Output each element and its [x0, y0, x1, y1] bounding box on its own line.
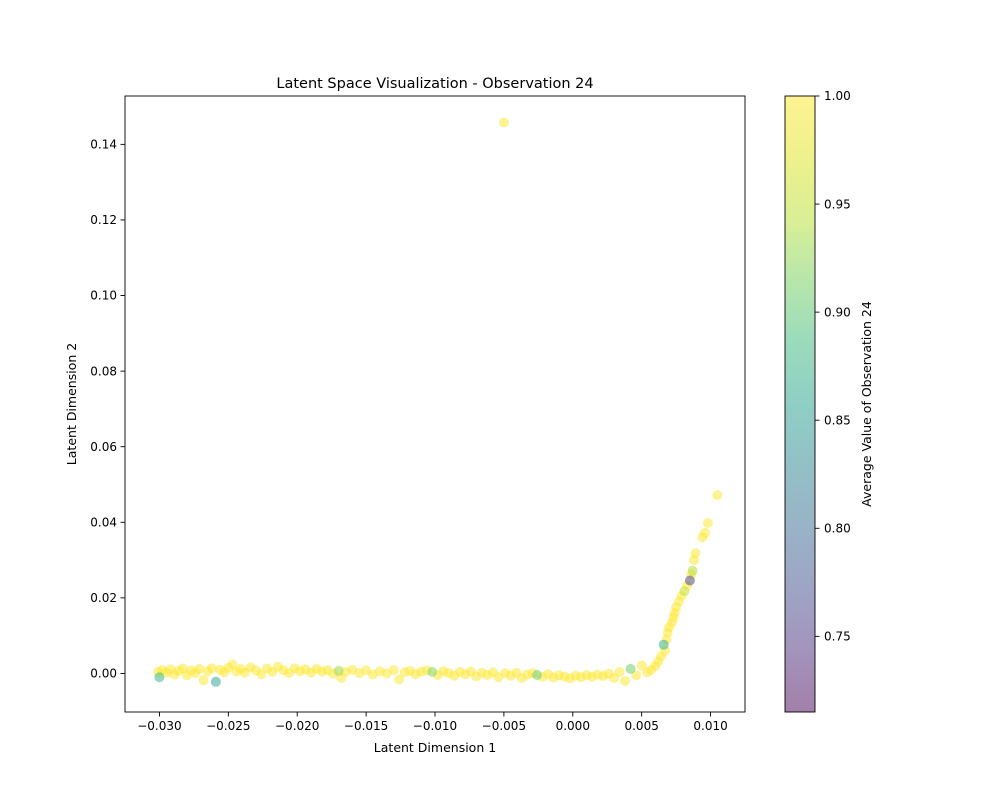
plot-frame	[124, 95, 746, 713]
y-tick-label: 0.02	[90, 591, 117, 605]
data-point	[687, 565, 698, 576]
data-point	[625, 663, 636, 674]
y-tick-label: 0.10	[90, 289, 117, 303]
data-point	[700, 527, 710, 538]
data-point	[684, 575, 695, 586]
data-point	[427, 666, 438, 677]
data-point	[498, 117, 509, 128]
x-tick-label: 0.010	[693, 719, 727, 733]
x-tick-label: −0.025	[206, 719, 250, 733]
colorbar-ticks: 0.75 0.80 0.85 0.90 0.95 1.00	[815, 89, 851, 644]
data-point	[194, 663, 205, 674]
data-point	[532, 670, 542, 680]
data-point	[702, 518, 713, 528]
data-point	[712, 490, 723, 501]
x-axis-ticks: −0.030 −0.025 −0.020 −0.015 −0.010 −0.005 0.00…	[137, 712, 728, 733]
y-tick-label: 0.14	[90, 138, 117, 152]
y-tick-label: 0.08	[90, 364, 117, 378]
colorbar-tick-label: 0.80	[824, 521, 851, 535]
y-axis-label: Latent Dimension 2	[64, 343, 79, 465]
x-tick-label: 0.000	[556, 719, 590, 733]
data-point	[154, 672, 165, 683]
x-tick-label: −0.020	[275, 719, 319, 733]
data-point	[394, 674, 405, 685]
colorbar-tick-label: 0.95	[824, 197, 851, 211]
points-layer	[153, 117, 723, 687]
x-tick-label: −0.005	[482, 719, 526, 733]
colorbar-frame	[784, 95, 816, 713]
data-point	[333, 665, 344, 676]
x-axis-label: Latent Dimension 1	[374, 740, 496, 755]
colorbar	[785, 96, 815, 712]
colorbar-label: Average Value of Observation 24	[859, 301, 874, 507]
x-tick-label: −0.015	[344, 719, 388, 733]
x-tick-label: 0.005	[624, 719, 658, 733]
data-point	[620, 676, 631, 686]
y-tick-label: 0.06	[90, 440, 117, 454]
y-tick-label: 0.00	[90, 667, 117, 681]
y-tick-label: 0.12	[90, 213, 117, 227]
data-point	[636, 660, 647, 671]
colorbar-tick-label: 0.90	[824, 305, 851, 319]
x-tick-label: −0.030	[137, 719, 181, 733]
x-tick-label: −0.010	[413, 719, 457, 733]
data-point	[206, 663, 217, 674]
colorbar-tick-label: 0.75	[824, 630, 851, 644]
y-axis-ticks: 0.00 0.02 0.04 0.06 0.08 0.10 0.12 0.14	[90, 138, 125, 681]
data-point	[614, 666, 625, 677]
y-tick-label: 0.04	[90, 515, 117, 529]
data-point	[658, 639, 669, 650]
data-point	[210, 676, 221, 687]
chart-title: Latent Space Visualization - Observation…	[276, 76, 593, 92]
data-point	[679, 586, 690, 597]
data-point	[198, 675, 209, 686]
data-point	[388, 665, 399, 676]
colorbar-tick-label: 0.85	[824, 413, 851, 427]
data-point	[690, 548, 701, 559]
colorbar-tick-label: 1.00	[824, 89, 851, 103]
